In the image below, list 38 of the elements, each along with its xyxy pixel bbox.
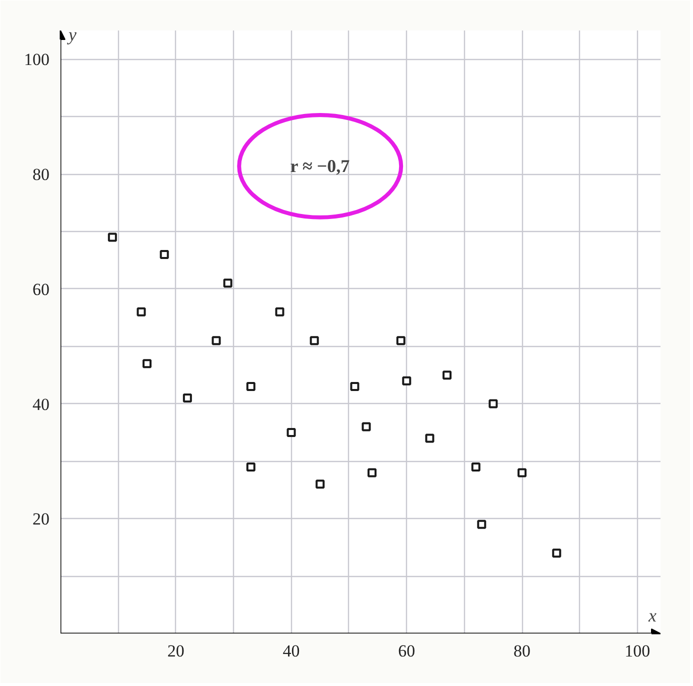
point [142,359,152,368]
y-axis-title: y [66,24,76,44]
point [310,336,319,346]
y-tick-label: 20 [32,510,50,529]
point [212,336,221,346]
annotation: r ≈ −0,7 [290,156,350,176]
point [316,480,325,489]
point [442,370,452,380]
x-tick-label: 60 [398,642,416,660]
point [136,307,146,316]
y-tick-label: 40 [32,394,50,414]
point [518,468,527,478]
point [223,278,232,288]
point [477,520,486,529]
point [488,399,498,408]
x-tick-label: 20 [167,642,184,660]
point [368,468,377,478]
point [425,434,434,443]
point [402,376,412,386]
point [246,462,256,472]
x-tick-label: 100 [624,642,650,660]
y-tick-label: 60 [32,280,50,299]
x-tick-label: 80 [514,642,531,660]
point [396,336,406,346]
point [182,394,192,403]
y-tick-label: 80 [32,165,50,184]
point [552,548,562,558]
point [471,462,480,472]
point [108,232,117,242]
x-axis-title: x [648,606,656,626]
point [286,428,296,437]
point [160,250,169,259]
point [275,307,284,316]
point [350,382,360,392]
x-tick-label: 40 [282,642,300,660]
y-tick-label: 100 [24,50,50,70]
point [362,422,371,432]
point [246,382,256,392]
